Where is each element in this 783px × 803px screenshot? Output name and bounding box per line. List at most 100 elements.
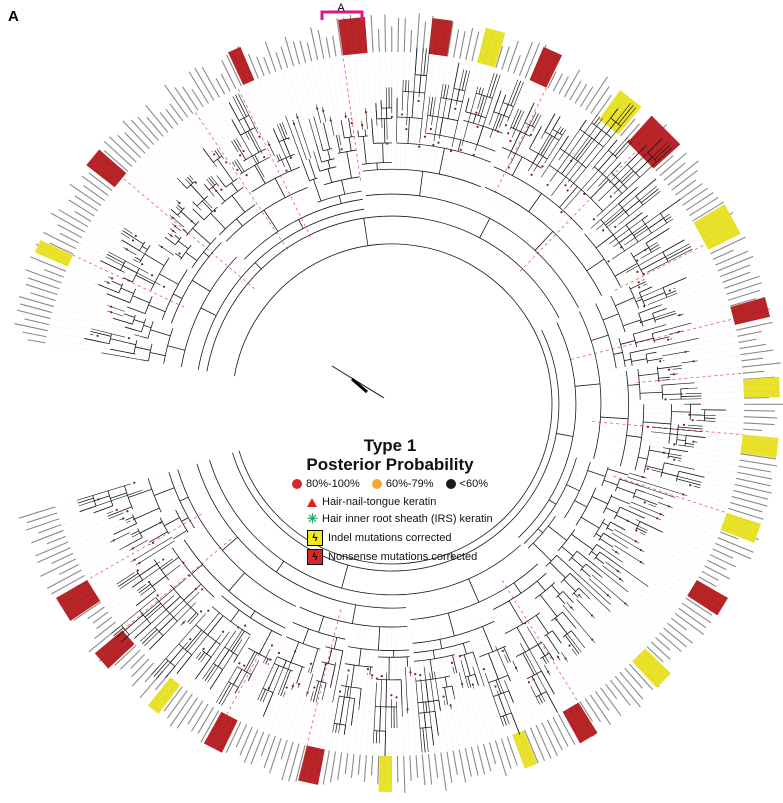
tip-label-stroke bbox=[409, 755, 412, 781]
tip-guide-line bbox=[72, 505, 166, 548]
internal-branch bbox=[204, 664, 217, 682]
tip-guide-line bbox=[538, 589, 610, 679]
tip-guide-line bbox=[582, 196, 674, 265]
tip-guide-line bbox=[293, 67, 324, 167]
leader-line bbox=[614, 243, 706, 291]
asterisk-icon: ✳ bbox=[307, 511, 318, 526]
pp-high-label: 80%-100% bbox=[306, 478, 360, 490]
internal-branch bbox=[161, 556, 180, 571]
tip-label-stroke bbox=[741, 357, 764, 362]
internal-branch bbox=[348, 117, 352, 137]
terminal-branch bbox=[234, 651, 258, 694]
terminal-branch bbox=[380, 100, 383, 129]
tip-guide-line bbox=[209, 105, 259, 186]
pp-node-marker bbox=[160, 245, 163, 249]
internal-branch bbox=[452, 655, 458, 674]
internal-branch bbox=[607, 468, 629, 476]
pp-node-marker bbox=[159, 521, 162, 524]
tip-label-stroke bbox=[712, 249, 734, 260]
internal-branch bbox=[649, 244, 660, 251]
tip-label-stroke bbox=[58, 209, 89, 228]
internal-branch bbox=[657, 365, 682, 370]
terminal-branch bbox=[135, 540, 175, 566]
tip-guide-line bbox=[225, 95, 283, 202]
internal-branch bbox=[348, 137, 352, 151]
pp-node-marker bbox=[657, 379, 660, 382]
pp-node-marker bbox=[507, 166, 510, 169]
terminal-branch bbox=[627, 476, 688, 496]
tip-guide-line bbox=[534, 571, 619, 671]
terminal-branch bbox=[313, 151, 319, 165]
internal-branch bbox=[569, 573, 581, 583]
tip-label-stroke bbox=[655, 155, 674, 172]
tip-label-stroke bbox=[513, 55, 521, 74]
internal-branch bbox=[478, 87, 482, 95]
internal-branch bbox=[548, 499, 557, 505]
tip-guide-line bbox=[241, 87, 290, 188]
internal-branch bbox=[341, 564, 349, 589]
tip-guide-line bbox=[102, 206, 209, 280]
tip-label-stroke bbox=[264, 41, 277, 72]
terminal-branch bbox=[401, 79, 404, 111]
pp-node-marker bbox=[680, 392, 683, 396]
tip-label-stroke bbox=[68, 199, 95, 217]
pp-node-marker bbox=[409, 671, 412, 674]
tip-guide-line bbox=[623, 277, 719, 315]
pp-node-marker bbox=[637, 281, 640, 284]
internal-branch bbox=[556, 554, 574, 571]
internal-branch bbox=[671, 411, 691, 413]
pp-node-marker bbox=[115, 508, 118, 512]
tip-guide-line bbox=[269, 630, 309, 733]
tip-label-stroke bbox=[685, 597, 713, 616]
tip-guide-line bbox=[637, 318, 732, 343]
terminal-branch bbox=[591, 574, 629, 607]
tip-label-stroke bbox=[25, 269, 62, 284]
tip-label-stroke bbox=[27, 277, 60, 290]
highlight-band bbox=[94, 630, 135, 669]
tip-guide-line bbox=[219, 619, 271, 709]
terminal-branch bbox=[149, 602, 196, 650]
internal-branch bbox=[312, 681, 320, 703]
tip-guide-line bbox=[70, 266, 169, 309]
pp-node-marker bbox=[268, 143, 271, 146]
pp-node-marker bbox=[592, 218, 595, 221]
tip-label-stroke bbox=[584, 697, 602, 723]
pp-node-marker bbox=[514, 666, 518, 669]
terminal-branch bbox=[384, 672, 387, 756]
pp-node-marker bbox=[667, 368, 671, 371]
internal-branch bbox=[106, 253, 125, 264]
tip-label-stroke bbox=[215, 78, 226, 95]
terminal-branch bbox=[292, 119, 307, 160]
tip-guide-line bbox=[465, 645, 496, 739]
internal-branch bbox=[310, 648, 319, 674]
pp-node-marker bbox=[371, 674, 374, 677]
pp-node-marker bbox=[386, 142, 389, 145]
internal-branch bbox=[214, 150, 221, 158]
leader-line bbox=[592, 421, 743, 436]
tip-label-stroke bbox=[524, 729, 539, 764]
internal-branch bbox=[333, 637, 338, 649]
internal-arc bbox=[523, 457, 577, 544]
tip-label-stroke bbox=[619, 671, 644, 700]
tip-label-stroke bbox=[678, 607, 707, 629]
internal-branch bbox=[636, 527, 647, 534]
tip-label-stroke bbox=[30, 256, 67, 272]
pp-node-marker bbox=[182, 561, 185, 564]
internal-arc bbox=[413, 641, 470, 654]
tip-label-stroke bbox=[243, 729, 259, 763]
pp-node-marker bbox=[659, 513, 662, 516]
pp-node-marker bbox=[692, 440, 695, 443]
pp-node-marker bbox=[639, 561, 643, 564]
terminal-branch bbox=[673, 287, 676, 290]
pp-node-marker bbox=[636, 259, 639, 262]
terminal-branch bbox=[76, 483, 131, 501]
terminal-branch bbox=[678, 460, 681, 462]
internal-arc bbox=[661, 385, 663, 400]
tip-label-stroke bbox=[344, 753, 349, 774]
internal-arc bbox=[153, 559, 170, 581]
internal-branch bbox=[439, 639, 443, 649]
internal-branch bbox=[534, 231, 554, 251]
pp-node-marker bbox=[672, 373, 675, 376]
terminal-branch bbox=[696, 420, 716, 422]
tip-label-stroke bbox=[397, 17, 400, 53]
